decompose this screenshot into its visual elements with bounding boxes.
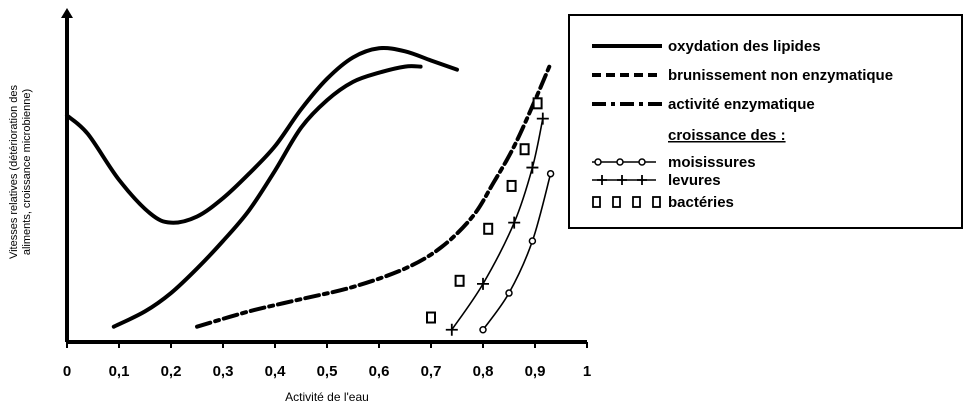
marker-square [519, 143, 530, 156]
marker-square [454, 274, 465, 287]
marker-plus [508, 216, 521, 229]
legend-label: bactéries [668, 194, 734, 211]
marker-circle [505, 289, 513, 297]
legend-label: activité enzymatique [668, 96, 815, 113]
y-axis-title-line: Vitesses relatives (détérioration des [8, 84, 20, 259]
x-ticks: 0 0,1 0,2 0,3 0,4 0,5 0,6 0,7 0,8 0,9 1 [63, 342, 591, 380]
legend: oxydation des lipides brunissement non en… [568, 14, 963, 229]
legend-marker-plus [617, 175, 627, 185]
series-line-solid [65, 45, 459, 225]
axis-titles: Activité de l'eau Vitesses relatives (dét… [8, 84, 369, 404]
legend-marker-square [632, 196, 641, 208]
series-line-solid [111, 64, 423, 329]
x-tick-label: 0,5 [317, 363, 338, 380]
legend-marker-circle [594, 158, 602, 166]
marker-plus [536, 112, 549, 125]
x-tick-label: 0 [63, 363, 71, 380]
legend-label: moisissures [668, 154, 756, 171]
y-axis-title-line: aliments, croissance microbienne) [21, 89, 33, 255]
legend-marker-square [652, 196, 661, 208]
legend-label: levures [668, 172, 721, 189]
x-tick-label: 0,3 [213, 363, 234, 380]
legend-marker-circle [638, 158, 646, 166]
x-tick-label: 1 [583, 363, 591, 380]
series-line-dash-dot [195, 61, 553, 329]
marker-plus [477, 277, 489, 290]
legend-box [568, 14, 963, 229]
legend-label: oxydation des lipides [668, 38, 821, 55]
legend-marker-square [592, 196, 601, 208]
marker-circle [479, 326, 487, 334]
legend-marker-plus [597, 175, 607, 185]
x-tick-label: 0,9 [525, 363, 546, 380]
x-tick-label: 0,1 [109, 363, 130, 380]
series-curve-circle [482, 173, 552, 331]
marker-plus [445, 323, 458, 336]
x-tick-label: 0,7 [421, 363, 442, 380]
x-tick-label: 0,8 [473, 363, 494, 380]
marker-square [506, 179, 517, 192]
legend-marker-circle [616, 158, 624, 166]
legend-marker-square [612, 196, 621, 208]
marker-circle [546, 169, 555, 178]
y-axis-arrow [61, 8, 73, 18]
plot-area [65, 45, 555, 336]
marker-square [483, 222, 494, 235]
legend-label: brunissement non enzymatique [668, 67, 893, 84]
marker-plus [526, 161, 539, 174]
x-axis-title: Activité de l'eau [285, 390, 369, 404]
x-tick-label: 0,2 [161, 363, 182, 380]
legend-marker-plus [637, 175, 647, 185]
x-tick-label: 0,6 [369, 363, 390, 380]
legend-subtitle: croissance des : [668, 127, 786, 144]
marker-square [426, 311, 436, 324]
x-tick-label: 0,4 [265, 363, 287, 380]
marker-circle [528, 237, 537, 245]
marker-square [532, 97, 543, 110]
